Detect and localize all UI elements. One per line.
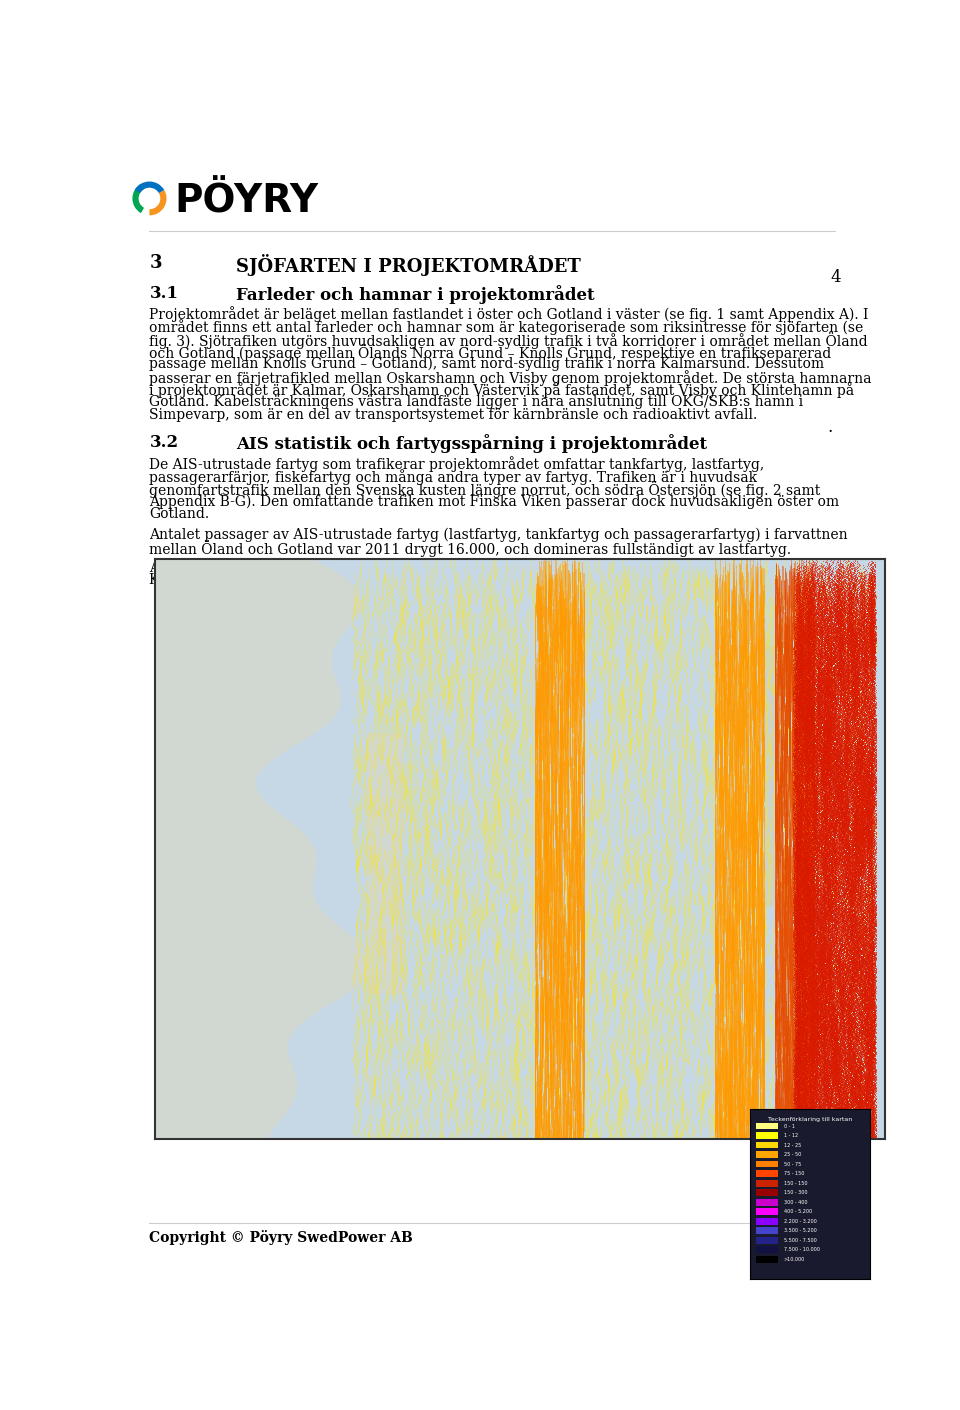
Text: mellan Öland och Gotland var 2011 drygt 16.000, och domineras fullständigt av la: mellan Öland och Gotland var 2011 drygt … [150, 540, 792, 557]
Text: Fig. 2. AIS data från 2011, visande variationer i trafikintensitet i olika områd: Fig. 2. AIS data från 2011, visande vari… [225, 1062, 759, 1076]
Text: 3: 3 [150, 254, 162, 272]
Bar [756, 1180, 778, 1187]
Text: 150 - 150: 150 - 150 [783, 1180, 807, 1186]
Bar [756, 1208, 778, 1215]
Text: Projektområdet är beläget mellan fastlandet i öster och Gotland i väster (se fig: Projektområdet är beläget mellan fastlan… [150, 306, 869, 321]
Text: Teckenförklaring till kartan: Teckenförklaring till kartan [768, 1118, 852, 1122]
Text: genomfartstrafik mellan den Svenska kusten längre norrut, och södra Östersjön (s: genomfartstrafik mellan den Svenska kust… [150, 481, 821, 499]
Bar [756, 1227, 778, 1234]
Bar [756, 1198, 778, 1206]
Text: Simpevarp, som är en del av transportsystemet för kärnbränsle och radioaktivt av: Simpevarp, som är en del av transportsys… [150, 407, 757, 422]
Text: Kalmarsund under samma tidsperiod var drygt 2.400.: Kalmarsund under samma tidsperiod var dr… [150, 572, 531, 587]
Text: 4: 4 [830, 269, 841, 286]
Text: Farleder och hamnar i projektområdet: Farleder och hamnar i projektområdet [236, 285, 595, 303]
Text: 0 - 1: 0 - 1 [783, 1124, 795, 1128]
Text: De AIS-utrustade fartyg som trafikerar projektområdet omfattar tankfartyg, lastf: De AIS-utrustade fartyg som trafikerar p… [150, 455, 765, 472]
Bar [756, 1151, 778, 1158]
Bar [756, 1160, 778, 1167]
Bar [756, 1237, 778, 1244]
Text: SJÖFARTEN I PROJEKTOMRÅDET: SJÖFARTEN I PROJEKTOMRÅDET [236, 254, 581, 276]
Text: 12 - 25: 12 - 25 [783, 1142, 801, 1148]
Bar [756, 1218, 778, 1225]
Bar [756, 1170, 778, 1177]
Bar [756, 1256, 778, 1263]
Wedge shape [150, 190, 166, 216]
Text: passagerarfärjor, fiskefartyg och många andra typer av fartyg. Trafiken är i huv: passagerarfärjor, fiskefartyg och många … [150, 468, 757, 485]
Text: Appendix B-G). Den omfattande trafiken mot Finska Viken passerar dock huvudsakli: Appendix B-G). Den omfattande trafiken m… [150, 493, 840, 509]
Bar [756, 1189, 778, 1196]
Text: AIS statistik och fartygsspårning i projektområdet: AIS statistik och fartygsspårning i proj… [236, 434, 708, 454]
Text: i projektområdet är Kalmar, Oskarshamn och Västervik på fastandet, samt Visby oc: i projektområdet är Kalmar, Oskarshamn o… [150, 382, 854, 399]
Text: Gotland. Kabelsträckningens västra landfäste ligger i nära anslutning till OKG/S: Gotland. Kabelsträckningens västra landf… [150, 395, 804, 409]
Bar [756, 1122, 778, 1129]
Wedge shape [132, 183, 144, 213]
Text: 50 - 75: 50 - 75 [783, 1162, 801, 1166]
Text: 150 - 300: 150 - 300 [783, 1190, 807, 1196]
Text: >10.000: >10.000 [783, 1256, 804, 1262]
Text: fig. 3). Sjötrafiken utgörs huvudsakligen av nord-sydlig trafik i två korridorer: fig. 3). Sjötrafiken utgörs huvudsaklige… [150, 331, 868, 348]
Text: området finns ett antal farleder och hamnar som är kategoriserade som riksintres: området finns ett antal farleder och ham… [150, 319, 864, 334]
Text: passerar en färjetrafikled mellan Oskarshamn och Visby genom projektområdet. De : passerar en färjetrafikled mellan Oskars… [150, 369, 872, 386]
Text: 3.1: 3.1 [150, 285, 179, 302]
Text: Antalet passager av AIS-utrustade fartyg (lastfartyg, tankfartyg och passagerarf: Antalet passager av AIS-utrustade fartyg… [150, 560, 813, 575]
Text: passage mellan Knolls Grund – Gotland), samt nord-sydlig trafik i norra Kalmarsu: passage mellan Knolls Grund – Gotland), … [150, 357, 825, 371]
Text: PÖYRY: PÖYRY [175, 182, 319, 220]
Text: 7.500 - 10.000: 7.500 - 10.000 [783, 1248, 820, 1252]
Text: 400 - 5.200: 400 - 5.200 [783, 1210, 812, 1214]
Text: 300 - 400: 300 - 400 [783, 1200, 807, 1204]
Bar [756, 1142, 778, 1148]
Text: 2.200 - 3.200: 2.200 - 3.200 [783, 1218, 816, 1224]
Bar [756, 1246, 778, 1253]
Text: Antalet passager av AIS-utrustade fartyg (lastfartyg, tankfartyg och passagerarf: Antalet passager av AIS-utrustade fartyg… [150, 527, 848, 541]
Text: 5.500 - 7.500: 5.500 - 7.500 [783, 1238, 816, 1242]
Text: .: . [828, 419, 833, 436]
Text: 3.2: 3.2 [150, 434, 179, 451]
Text: 75 - 150: 75 - 150 [783, 1172, 804, 1176]
Bar [756, 1132, 778, 1139]
Text: 3.500 - 5.200: 3.500 - 5.200 [783, 1228, 816, 1234]
Text: och Gotland (passage mellan Ölands Norra Grund – Knolls Grund, respektive en tra: och Gotland (passage mellan Ölands Norra… [150, 344, 831, 361]
Text: 1 - 12: 1 - 12 [783, 1134, 798, 1138]
Text: 25 - 50: 25 - 50 [783, 1152, 801, 1158]
Text: Copyright © Pöyry SwedPower AB: Copyright © Pöyry SwedPower AB [150, 1231, 413, 1245]
Text: Gotland.: Gotland. [150, 506, 209, 520]
Wedge shape [134, 182, 164, 193]
